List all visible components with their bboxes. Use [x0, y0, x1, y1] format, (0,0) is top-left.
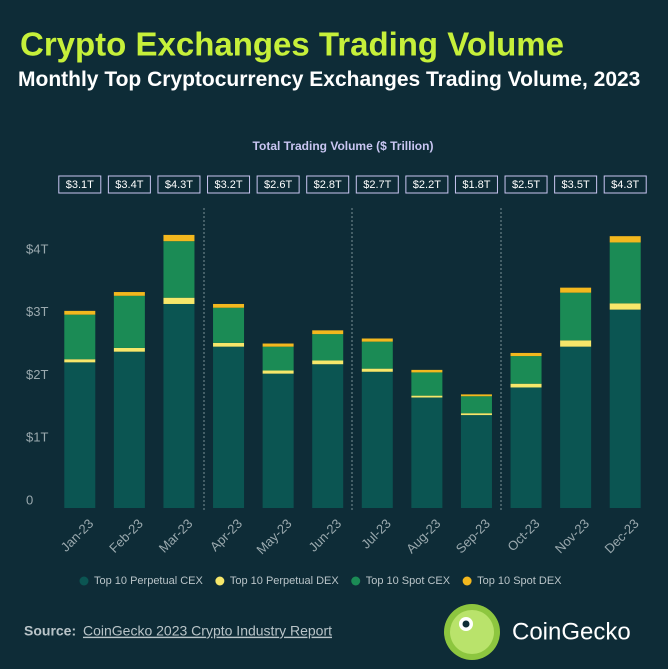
bar-segment: [262, 346, 294, 371]
total-label: $4.3T: [165, 179, 193, 191]
total-box: [207, 175, 251, 194]
bar-segment: [163, 241, 195, 298]
bar-segment: [64, 359, 96, 363]
bar-segment: [411, 397, 443, 508]
legend-swatch: [351, 576, 361, 586]
total-label: $2.7T: [363, 179, 391, 191]
y-tick-label: 0: [26, 492, 33, 507]
bar-segment: [113, 292, 145, 296]
bar-segment: [609, 236, 641, 243]
bar-segment: [113, 347, 145, 352]
bar-segment: [213, 303, 245, 308]
bar-segment: [411, 372, 443, 396]
total-box: [157, 175, 201, 194]
bar-segment: [163, 303, 195, 508]
bar-segment: [64, 314, 96, 360]
y-tick-label: $3T: [26, 304, 48, 319]
chart-subtitle: Monthly Top Cryptocurrency Exchanges Tra…: [18, 68, 641, 91]
bar-segment: [510, 356, 542, 384]
bar-segment: [510, 383, 542, 388]
total-label: $3.4T: [115, 179, 143, 191]
total-label: $3.1T: [66, 179, 94, 191]
subtitle-box: Monthly Top Cryptocurrency Exchanges Tra…: [18, 68, 641, 91]
bar-segment: [312, 360, 344, 365]
bar-segment: [560, 340, 592, 347]
legend-label: Top 10 Spot CEX: [366, 575, 451, 587]
bar-segment: [312, 330, 344, 335]
y-tick-label: $1T: [26, 430, 48, 445]
bar-segment: [361, 368, 393, 372]
total-box: [454, 175, 498, 194]
bar-segment: [609, 309, 641, 508]
bar-segment: [163, 297, 195, 304]
total-label: $2.6T: [264, 179, 292, 191]
logo-inner: [450, 610, 494, 654]
total-box: [107, 175, 151, 194]
bar-segment: [64, 362, 96, 508]
total-box: [405, 175, 449, 194]
y-tick-label: $2T: [26, 367, 48, 382]
bar-segment: [411, 395, 443, 398]
source-link[interactable]: CoinGecko 2023 Crypto Industry Report: [83, 623, 332, 639]
total-label: $3.2T: [214, 179, 242, 191]
bar-segment: [113, 295, 145, 348]
y-tick-label: $4T: [26, 241, 48, 256]
total-label: $4.3T: [611, 179, 639, 191]
total-box: [554, 175, 598, 194]
bar-segment: [609, 242, 641, 304]
bar-segment: [64, 310, 96, 315]
total-box: [256, 175, 300, 194]
chart-title: Crypto Exchanges Trading Volume: [20, 26, 564, 63]
total-label: $2.2T: [413, 179, 441, 191]
source-label: Source:: [24, 623, 76, 639]
bar-segment: [411, 369, 443, 373]
bar-segment: [560, 292, 592, 341]
bar-segment: [312, 364, 344, 508]
bar-segment: [560, 287, 592, 293]
total-label: $1.8T: [462, 179, 490, 191]
total-box: [306, 175, 350, 194]
bar-segment: [262, 370, 294, 374]
bar-segment: [262, 373, 294, 508]
total-label: $2.5T: [512, 179, 540, 191]
total-box: [504, 175, 548, 194]
legend-swatch: [79, 576, 89, 586]
bar-segment: [213, 342, 245, 347]
bar-segment: [510, 387, 542, 508]
bar-segment: [460, 394, 492, 397]
legend-swatch: [462, 576, 472, 586]
brand: CoinGecko: [512, 618, 631, 645]
total-box: [603, 175, 647, 194]
total-box: [355, 175, 399, 194]
bar-segment: [213, 307, 245, 343]
bar-segment: [560, 346, 592, 508]
bar-segment: [361, 341, 393, 369]
bar-segment: [460, 413, 492, 416]
bar-segment: [361, 338, 393, 342]
legend-swatch: [215, 576, 225, 586]
legend-label: Top 10 Spot DEX: [477, 575, 562, 587]
bar-segment: [361, 371, 393, 508]
total-label: $2.8T: [314, 179, 342, 191]
bar-segment: [213, 346, 245, 508]
legend-label: Top 10 Perpetual DEX: [230, 575, 340, 587]
bar-segment: [609, 303, 641, 310]
legend-label: Top 10 Perpetual CEX: [94, 575, 204, 587]
bar-segment: [312, 334, 344, 361]
total-label: $3.5T: [562, 179, 590, 191]
logo-pupil: [462, 620, 470, 628]
bar-segment: [163, 234, 195, 242]
bar-segment: [460, 415, 492, 508]
bar-segment: [510, 352, 542, 357]
total-box: [58, 175, 102, 194]
bar-segment: [460, 396, 492, 414]
bar-segment: [113, 351, 145, 508]
axis-label: Total Trading Volume ($ Trillion): [253, 139, 434, 153]
bar-segment: [262, 343, 294, 347]
